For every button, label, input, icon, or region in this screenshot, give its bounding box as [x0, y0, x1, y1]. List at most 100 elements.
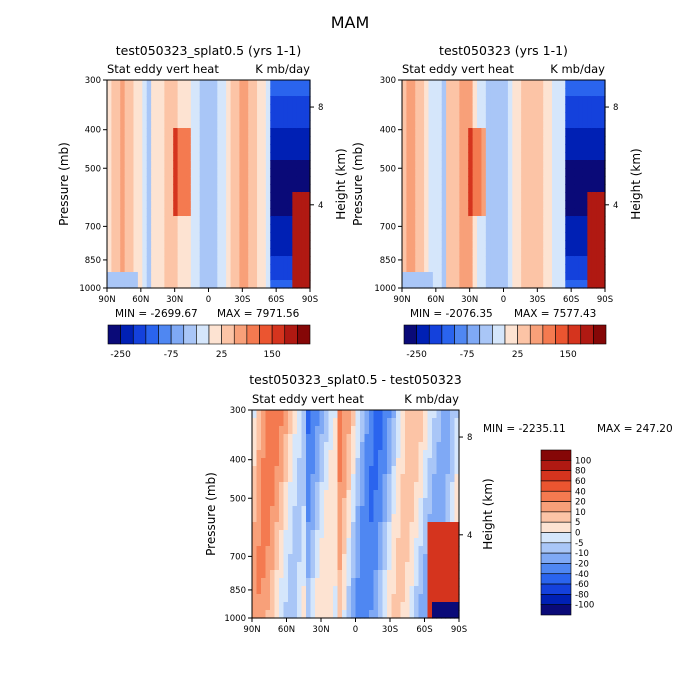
heatmap-cell	[283, 200, 289, 209]
heatmap-cell	[472, 112, 478, 121]
heatmap-cell	[351, 578, 357, 587]
heatmap-cell	[159, 80, 165, 89]
heatmap-cell	[507, 256, 513, 265]
heatmap-cell	[436, 610, 442, 619]
heatmap-cell	[288, 498, 294, 507]
heatmap-cell	[261, 538, 267, 547]
heatmap-cell	[328, 498, 334, 507]
heatmap-cell	[441, 450, 447, 459]
heatmap-cell	[538, 256, 544, 265]
heatmap-cell	[481, 176, 487, 185]
heatmap-cell	[477, 88, 483, 97]
heatmap-cell	[261, 168, 267, 177]
heatmap-cell	[441, 112, 447, 121]
heatmap-cell	[525, 184, 531, 193]
heatmap-cell	[212, 152, 218, 161]
heatmap-cell	[565, 248, 571, 257]
heatmap-cell	[129, 112, 135, 121]
heatmap-cell	[230, 112, 236, 121]
heatmap-cell	[410, 248, 416, 257]
heatmap-cell	[428, 80, 434, 89]
heatmap-cell	[428, 232, 434, 241]
heatmap-cell	[560, 160, 566, 169]
heatmap-cell	[333, 514, 339, 523]
heatmap-cell	[137, 144, 143, 153]
heatmap-cell	[521, 248, 527, 257]
heatmap-cell	[137, 120, 143, 129]
heatmap-cell	[287, 232, 293, 241]
heatmap-cell	[369, 506, 375, 515]
heatmap-cell	[146, 240, 152, 249]
heatmap-cell	[265, 144, 271, 153]
heatmap-cell	[195, 120, 201, 129]
heatmap-cell	[437, 112, 443, 121]
heatmap-cell	[436, 562, 442, 571]
heatmap-cell	[446, 152, 452, 161]
heatmap-cell	[168, 80, 174, 89]
heatmap-cell	[248, 256, 254, 265]
heatmap-cell	[111, 88, 117, 97]
heatmap-cell	[600, 136, 606, 145]
heatmap-cell	[270, 450, 276, 459]
heatmap-cell	[525, 200, 531, 209]
heatmap-cell	[432, 538, 438, 547]
heatmap-cell	[301, 578, 307, 587]
heatmap-cell	[427, 602, 433, 611]
heatmap-cell	[387, 490, 393, 499]
heatmap-cell	[454, 248, 460, 257]
heatmap-cell	[463, 248, 469, 257]
heatmap-cell	[454, 426, 460, 435]
heatmap-cell	[199, 80, 205, 89]
heatmap-cell	[328, 474, 334, 483]
heatmap-cell	[516, 176, 522, 185]
heatmap-cell	[552, 96, 558, 105]
heatmap-cell	[164, 160, 170, 169]
heatmap-cell	[190, 280, 196, 289]
heatmap-cell	[587, 224, 593, 233]
heatmap-cell	[382, 482, 388, 491]
heatmap-cell	[204, 280, 210, 289]
heatmap-cell	[164, 216, 170, 225]
heatmap-cell	[552, 256, 558, 265]
heatmap-cell	[436, 506, 442, 515]
heatmap-cell	[333, 490, 339, 499]
heatmap-cell	[142, 240, 148, 249]
heatmap-cell	[297, 546, 303, 555]
heatmap-cell	[221, 120, 227, 129]
heatmap-cell	[301, 168, 307, 177]
heatmap-cell	[441, 546, 447, 555]
heatmap-cell	[177, 248, 183, 257]
heatmap-cell	[342, 474, 348, 483]
heatmap-cell	[512, 80, 518, 89]
x-tick-label: 0	[206, 295, 211, 305]
heatmap-cell	[265, 466, 271, 475]
heatmap-cell	[387, 418, 393, 427]
heatmap-cell	[414, 482, 420, 491]
heatmap-cell	[133, 168, 139, 177]
heatmap-cell	[547, 248, 553, 257]
heatmap-cell	[378, 546, 384, 555]
heatmap-cell	[261, 232, 267, 241]
colorbar-swatch	[416, 324, 430, 345]
heatmap-cell	[569, 168, 575, 177]
heatmap-cell	[129, 96, 135, 105]
heatmap-cell	[221, 96, 227, 105]
heatmap-cell	[424, 112, 430, 121]
heatmap-cell	[396, 450, 402, 459]
heatmap-cell	[400, 434, 406, 443]
heatmap-cell	[437, 120, 443, 129]
heatmap-cell	[472, 192, 478, 201]
heatmap-cell	[124, 160, 130, 169]
heatmap-cell	[226, 80, 232, 89]
heatmap-cell	[283, 586, 289, 595]
heatmap-cell	[173, 208, 179, 217]
heatmap-cell	[468, 272, 474, 281]
heatmap-cell	[445, 514, 451, 523]
heatmap-cell	[400, 578, 406, 587]
heatmap-cell	[415, 248, 421, 257]
heatmap-cell	[450, 168, 456, 177]
heatmap-cell	[494, 88, 500, 97]
heatmap-cell	[391, 450, 397, 459]
heatmap-cell	[543, 248, 549, 257]
